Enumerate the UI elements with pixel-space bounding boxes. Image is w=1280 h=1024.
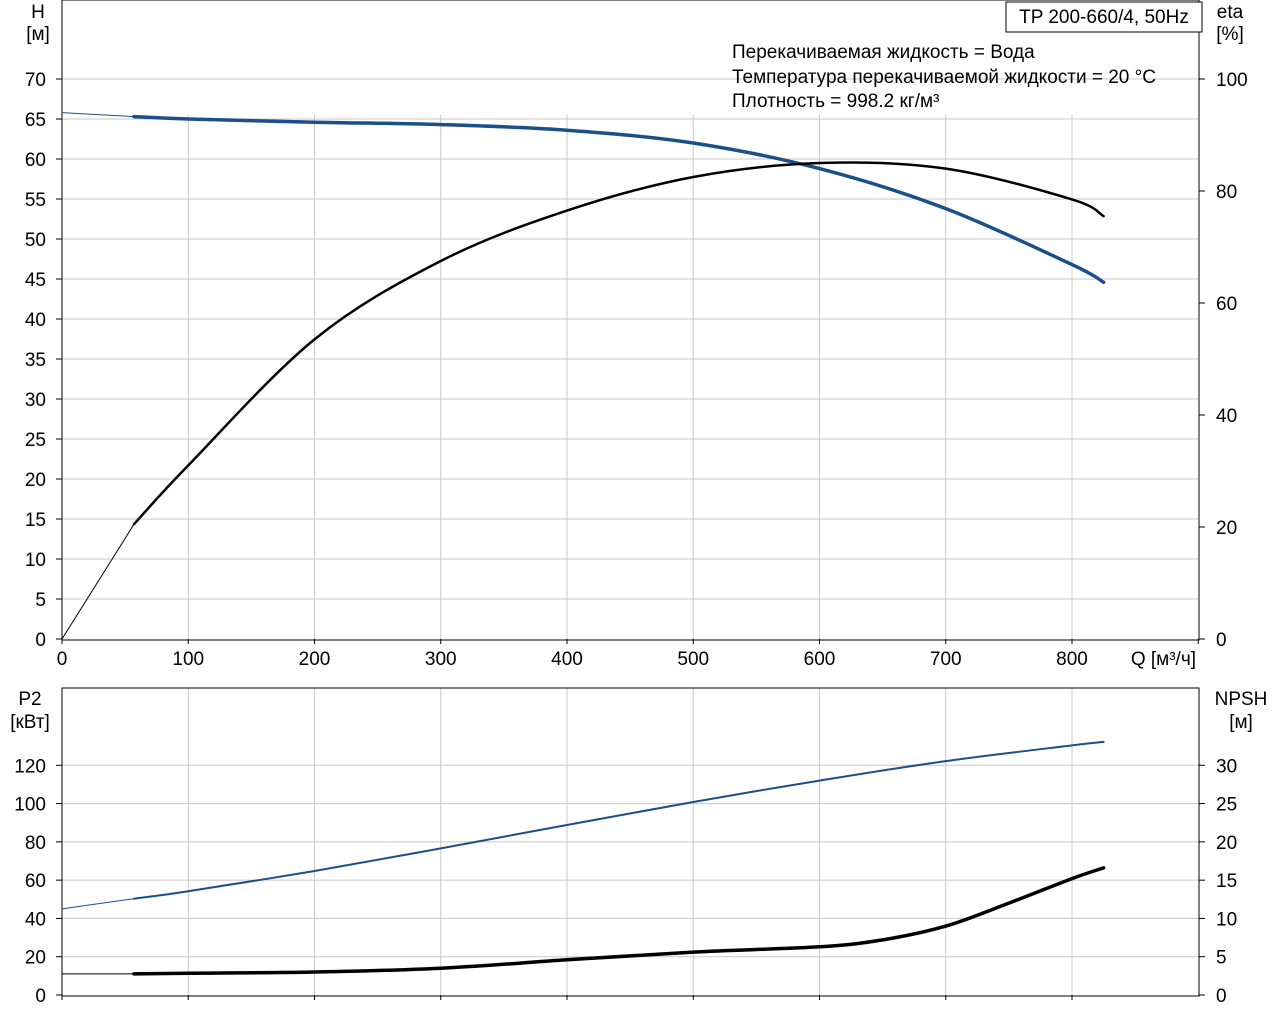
top-right-tick-label: 20 bbox=[1216, 518, 1237, 539]
eta-axis-unit: [%] bbox=[1216, 24, 1243, 45]
h-axis-unit: [м] bbox=[26, 24, 50, 45]
eta-axis-title: eta bbox=[1217, 2, 1244, 23]
bottom-left-tick-label: 0 bbox=[35, 986, 46, 1007]
top-left-tick-label: 70 bbox=[25, 70, 46, 91]
chart-title: TP 200-660/4, 50Hz bbox=[1019, 7, 1189, 28]
top-left-tick-label: 15 bbox=[25, 510, 46, 531]
head-curve-H-extrapolated bbox=[61, 112, 135, 118]
bottom-right-tick-label: 10 bbox=[1216, 909, 1237, 930]
top-left-tick-label: 0 bbox=[35, 630, 46, 651]
h-axis-title: H bbox=[31, 2, 45, 23]
bottom-right-tick-label: 0 bbox=[1216, 986, 1227, 1007]
top-left-tick-label: 5 bbox=[35, 590, 46, 611]
efficiency-curve-eta-extrapolated bbox=[61, 523, 135, 640]
npsh-axis-title: NPSH bbox=[1215, 689, 1268, 710]
annotation-liquid: Перекачиваемая жидкость = Вода bbox=[732, 42, 1035, 63]
top-left-tick-label: 50 bbox=[25, 230, 46, 251]
top-right-tick-label: 40 bbox=[1216, 406, 1237, 427]
bottom-right-tick-label: 25 bbox=[1216, 795, 1237, 816]
top-left-tick-label: 45 bbox=[25, 270, 46, 291]
bottom-left-tick-label: 100 bbox=[14, 795, 46, 816]
bottom-right-tick-label: 15 bbox=[1216, 871, 1237, 892]
npsh-axis-unit: [м] bbox=[1229, 712, 1253, 733]
top-left-tick-label: 55 bbox=[25, 190, 46, 211]
bottom-chart-ticks: 0 20 40 60 80 100 120 0 5 10 15 20 25 30 bbox=[14, 756, 1237, 1007]
top-x-tick-label: 0 bbox=[57, 649, 68, 670]
p2-axis-title: P2 bbox=[18, 689, 41, 710]
top-right-tick-label: 60 bbox=[1216, 294, 1237, 315]
top-right-tick-label: 80 bbox=[1216, 182, 1237, 203]
top-left-tick-label: 30 bbox=[25, 390, 46, 411]
bottom-left-tick-label: 60 bbox=[25, 871, 46, 892]
top-left-tick-label: 35 bbox=[25, 350, 46, 371]
bottom-left-tick-label: 80 bbox=[25, 833, 46, 854]
top-chart-ticks: 0 100 200 300 400 500 600 700 800051015202530354… bbox=[25, 70, 1248, 670]
top-x-tick-label: 200 bbox=[299, 649, 331, 670]
bottom-right-tick-label: 5 bbox=[1216, 948, 1227, 969]
head-curve-H bbox=[132, 114, 1106, 284]
top-left-tick-label: 60 bbox=[25, 150, 46, 171]
top-x-tick-label: 700 bbox=[930, 649, 962, 670]
top-x-tick-label: 300 bbox=[425, 649, 457, 670]
bottom-left-tick-label: 20 bbox=[25, 948, 46, 969]
top-x-tick-label: 100 bbox=[172, 649, 204, 670]
top-x-tick-label: 600 bbox=[804, 649, 836, 670]
bottom-left-tick-label: 120 bbox=[14, 756, 46, 777]
top-right-tick-label: 100 bbox=[1216, 70, 1248, 91]
top-x-tick-label: 400 bbox=[551, 649, 583, 670]
title-box bbox=[1005, 1, 1203, 33]
bottom-left-tick-label: 40 bbox=[25, 909, 46, 930]
annotation-density: Плотность = 998.2 кг/м³ bbox=[732, 91, 939, 112]
npsh-curve bbox=[132, 866, 1106, 976]
bottom-right-tick-label: 30 bbox=[1216, 756, 1237, 777]
top-chart-grid bbox=[62, 78, 1199, 639]
top-left-tick-label: 40 bbox=[25, 310, 46, 331]
q-axis-title: Q [м³/ч] bbox=[1131, 649, 1196, 670]
annotation-temperature: Температура перекачиваемой жидкости = 20… bbox=[732, 67, 1156, 88]
top-left-tick-label: 25 bbox=[25, 430, 46, 451]
bottom-right-tick-label: 20 bbox=[1216, 833, 1237, 854]
top-x-tick-label: 500 bbox=[677, 649, 709, 670]
top-right-tick-label: 0 bbox=[1216, 630, 1227, 651]
power-curve-P2-extrapolated bbox=[61, 898, 135, 910]
series-layer bbox=[61, 112, 1106, 976]
top-plot-frame bbox=[61, 0, 1200, 641]
efficiency-curve-eta bbox=[132, 161, 1105, 526]
top-left-tick-label: 10 bbox=[25, 550, 46, 571]
p2-axis-unit: [кВт] bbox=[10, 712, 50, 733]
power-curve-P2 bbox=[133, 740, 1105, 900]
top-left-tick-label: 20 bbox=[25, 470, 46, 491]
top-left-tick-label: 65 bbox=[25, 110, 46, 131]
top-x-tick-label: 800 bbox=[1056, 649, 1088, 670]
bottom-chart-grid bbox=[62, 688, 1199, 995]
